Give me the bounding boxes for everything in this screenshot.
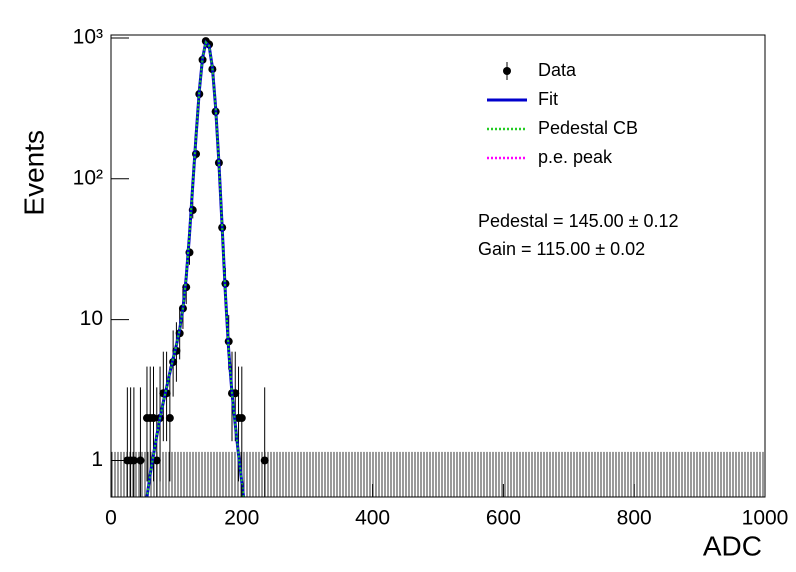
x-tick-label: 400 [355,507,390,530]
annotation: Gain = 115.00 ± 0.02 [478,239,645,259]
data-point [136,456,145,465]
x-tick-label: 800 [617,507,652,530]
data-point [149,414,158,423]
legend-label: p.e. peak [538,147,613,167]
x-tick-label: 200 [224,507,259,530]
data-point [165,414,174,423]
x-tick-label: 600 [486,507,521,530]
annotation: Pedestal = 145.00 ± 0.12 [478,211,679,231]
y-tick-label: 10² [73,166,103,189]
data-point [129,456,138,465]
plot-area [111,37,765,497]
x-tick-label: 0 [105,507,117,530]
y-tick-label: 10³ [73,26,103,49]
x-axis-title: ADC [703,530,762,561]
data-point [152,456,161,465]
empty-bin-band [111,451,765,497]
data-point [260,456,269,465]
plot-frame [110,34,766,498]
y-tick-label: 1 [91,448,103,471]
y-tick-label: 10 [80,307,103,330]
fit-curve [145,40,245,497]
data-point [237,414,246,423]
x-tick-label: 1000 [742,507,789,530]
legend-marker [503,67,511,75]
legend-label: Fit [538,89,558,109]
y-axis-title: Events [18,130,49,216]
legend-label: Pedestal CB [538,118,638,138]
legend-label: Data [538,60,577,80]
